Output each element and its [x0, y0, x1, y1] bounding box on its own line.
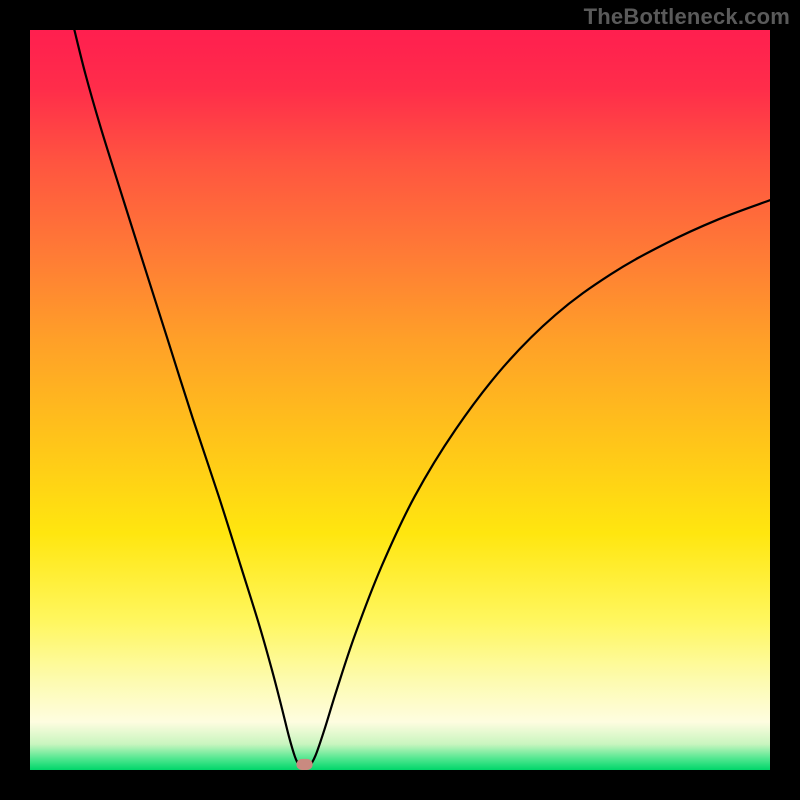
- minimum-marker: [296, 759, 312, 770]
- chart-stage: TheBottleneck.com: [0, 0, 800, 800]
- gradient-background: [30, 30, 770, 770]
- watermark-text: TheBottleneck.com: [584, 4, 790, 30]
- chart-svg: [0, 0, 800, 800]
